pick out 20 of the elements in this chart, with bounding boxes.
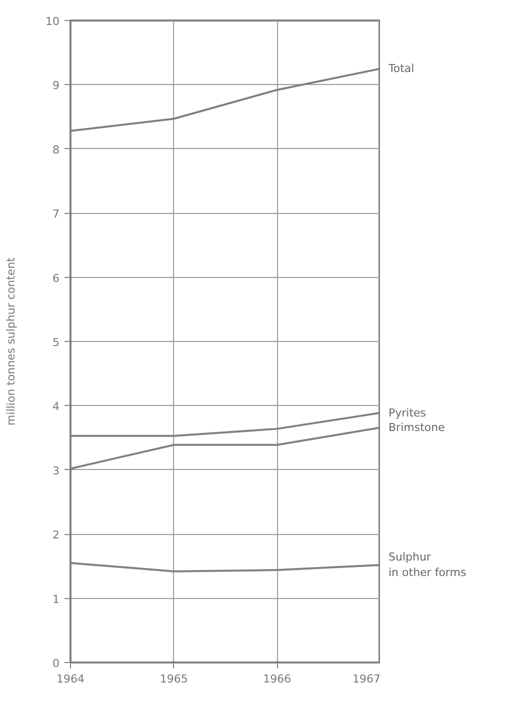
x-tick-label: 1967 [352, 672, 381, 686]
series-label: Brimstone [388, 421, 446, 434]
x-tick-label: 1965 [160, 672, 188, 686]
series-label: Pyrites [388, 406, 426, 420]
series-label: Sulphur in other forms [388, 550, 466, 580]
y-tick-label: 1 [52, 592, 60, 606]
series-label: Total [388, 62, 414, 76]
y-tick-label: 9 [52, 79, 60, 92]
y-tick-label: 2 [52, 528, 60, 542]
x-tick-label: 1964 [56, 672, 85, 686]
y-tick-label: 6 [52, 272, 60, 285]
y-tick-label: 8 [52, 143, 60, 156]
y-axis-title: million tonnes sulphur content [4, 256, 18, 426]
y-tick-label: 4 [52, 400, 60, 414]
y-tick-label: 0 [52, 657, 60, 670]
y-tick-label: 10 [46, 15, 60, 28]
y-tick-label: 7 [52, 208, 60, 221]
y-tick-label: 5 [52, 336, 60, 349]
x-tick-label: 1966 [263, 672, 292, 686]
y-tick-label: 3 [52, 464, 60, 478]
